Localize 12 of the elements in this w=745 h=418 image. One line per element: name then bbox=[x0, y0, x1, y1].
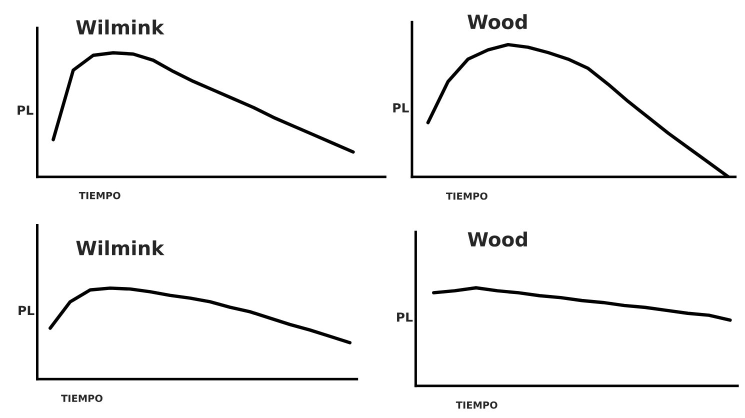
y-axis-title: PL bbox=[18, 106, 34, 115]
x-axis-title: TIEMPO bbox=[446, 192, 488, 200]
y-axis-title: PL bbox=[397, 312, 413, 322]
x-axis-title: TIEMPO bbox=[78, 192, 120, 200]
y-axis-title: PL bbox=[393, 103, 409, 112]
x-axis-title: TIEMPO bbox=[61, 394, 102, 402]
chart-title: Wilmink bbox=[76, 20, 164, 34]
chart-title: Wood bbox=[468, 14, 527, 30]
y-axis-title: PL bbox=[18, 306, 34, 315]
x-axis-title: TIEMPO bbox=[456, 401, 498, 409]
chart-title: Wood bbox=[468, 232, 527, 247]
chart-title: Wilmink bbox=[76, 240, 164, 256]
